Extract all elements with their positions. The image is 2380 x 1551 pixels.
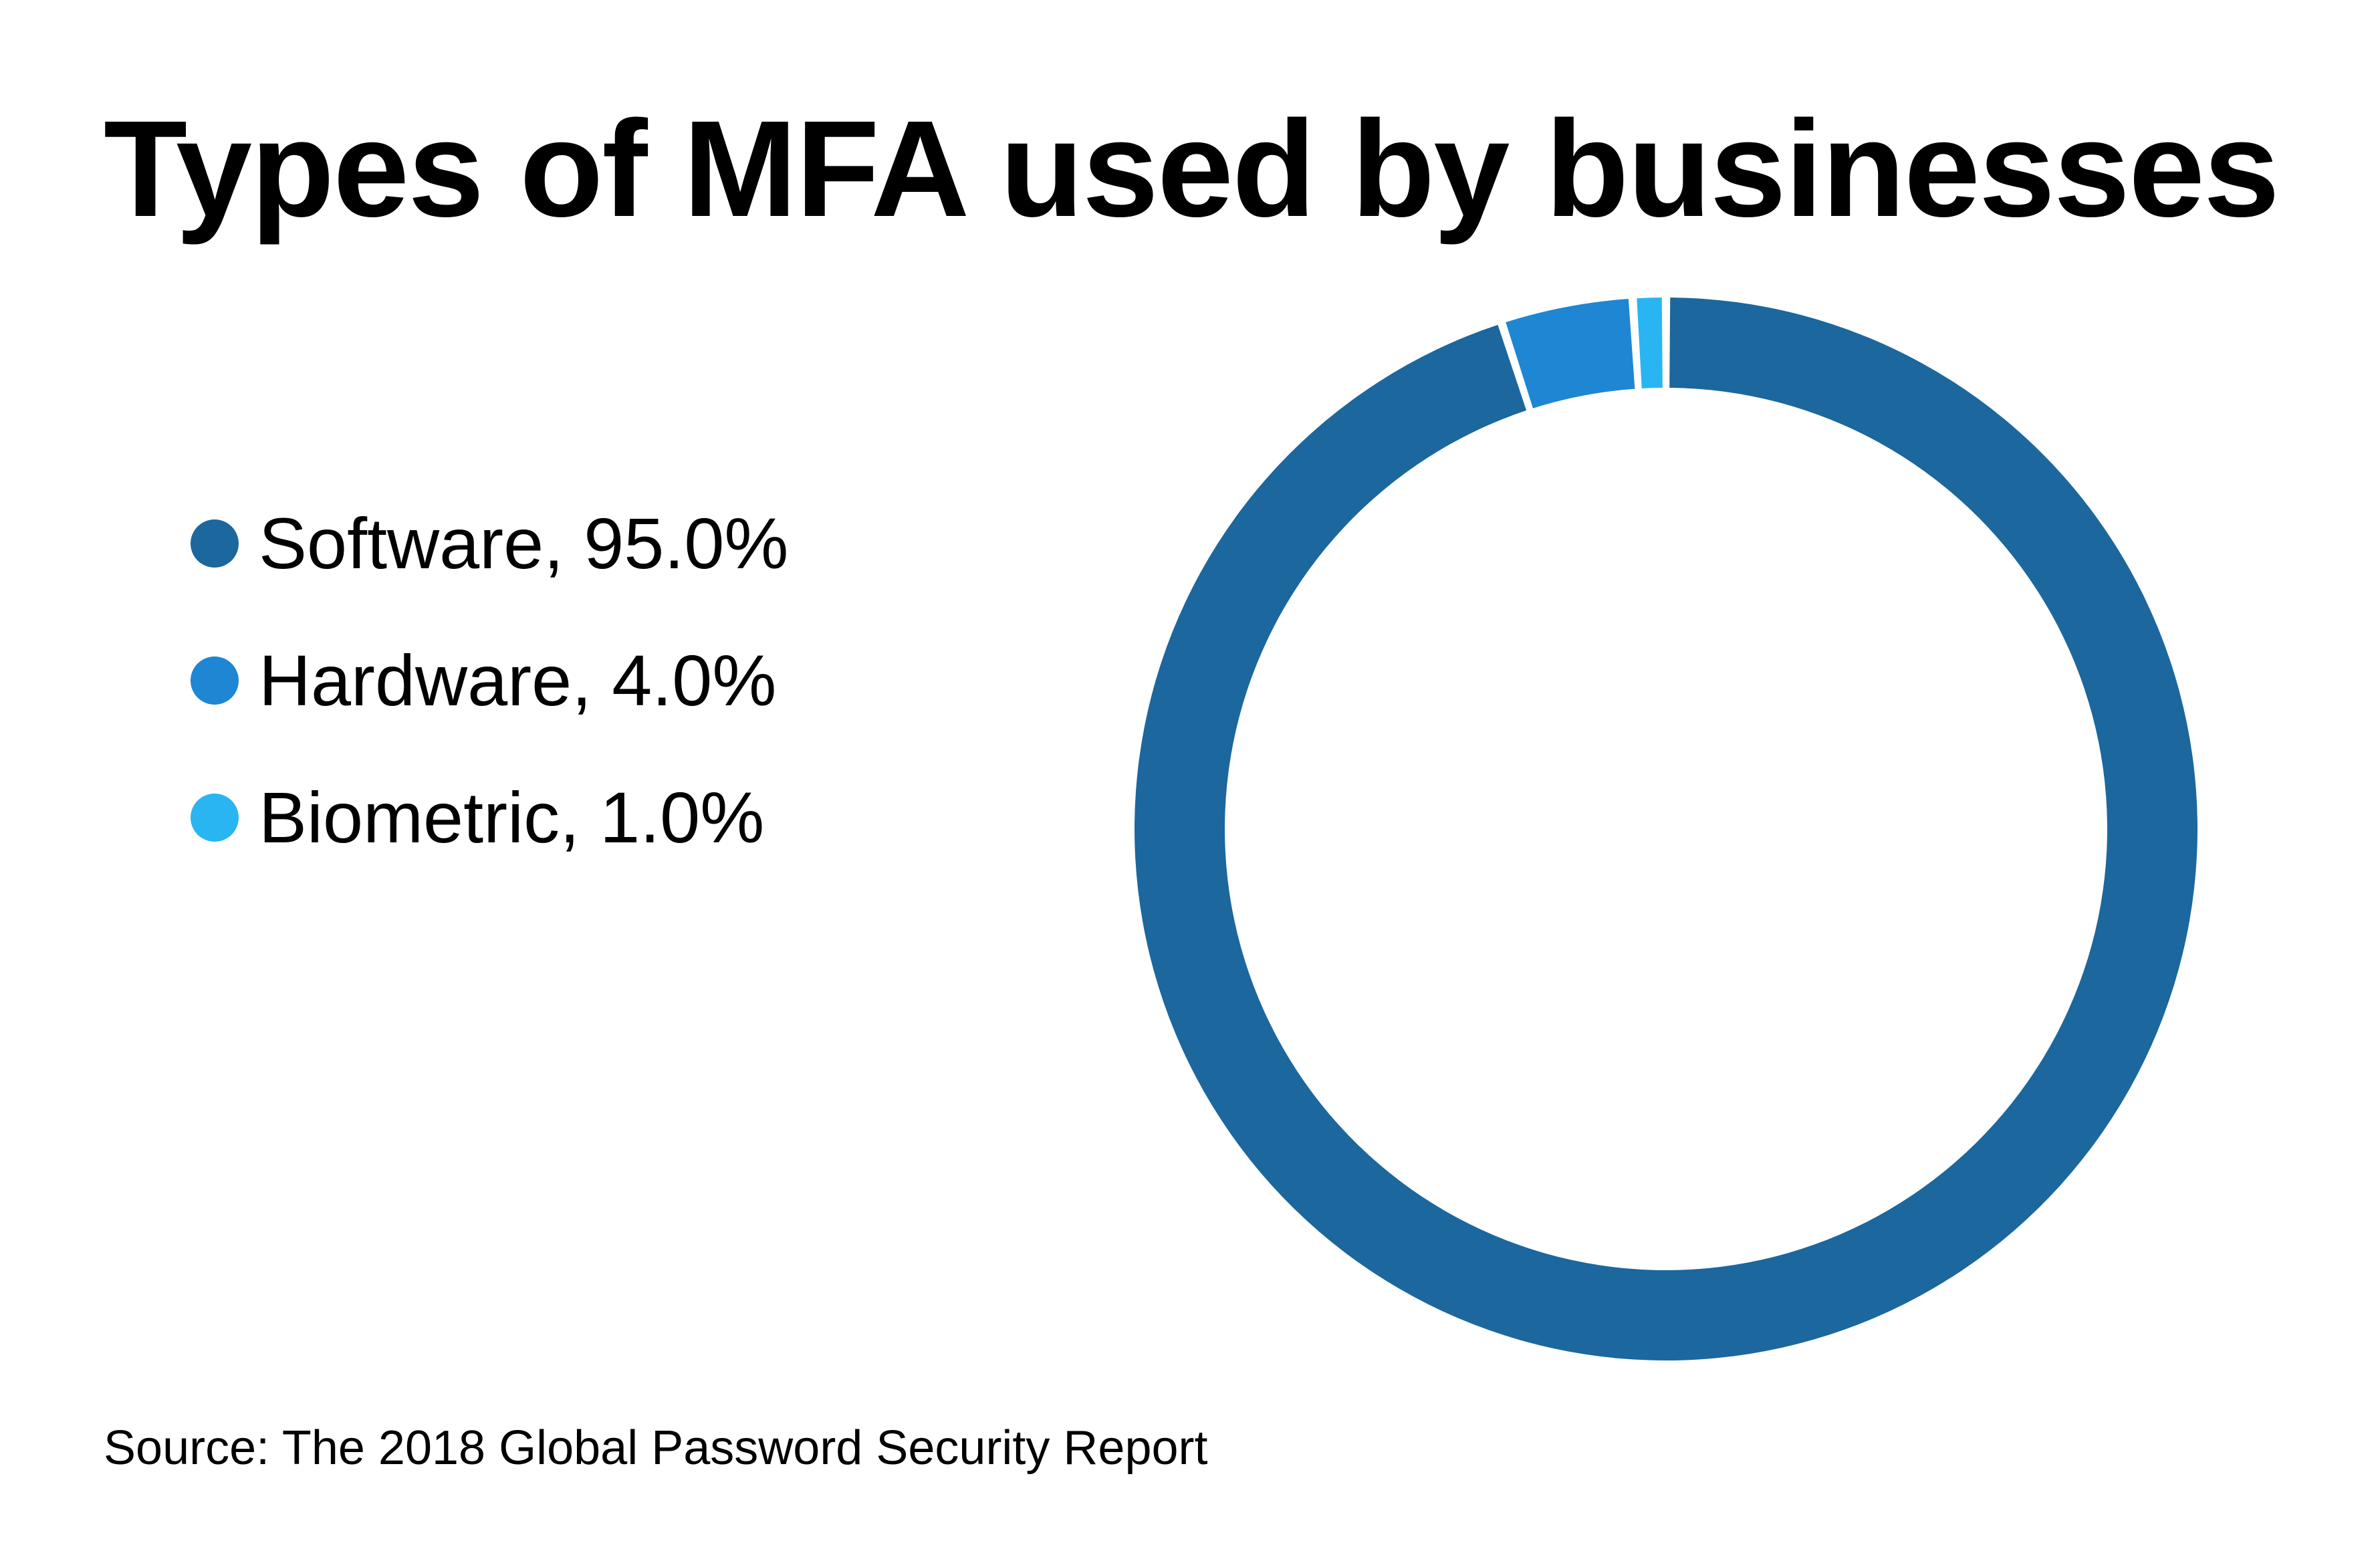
legend: Software, 95.0% Hardware, 4.0% Biometric… xyxy=(191,475,788,886)
donut-slice-hardware xyxy=(1506,298,1635,408)
legend-dot-biometric xyxy=(191,793,239,842)
legend-dot-software xyxy=(191,519,239,568)
donut-slice-software xyxy=(1135,297,2197,1360)
source-note: Source: The 2018 Global Password Securit… xyxy=(104,1421,1208,1475)
legend-label-biometric: Biometric, 1.0% xyxy=(259,776,765,858)
legend-item-hardware: Hardware, 4.0% xyxy=(191,612,788,749)
legend-item-biometric: Biometric, 1.0% xyxy=(191,749,788,886)
legend-label-software: Software, 95.0% xyxy=(259,502,789,584)
donut-slice-biometric xyxy=(1637,297,1663,388)
legend-label-hardware: Hardware, 4.0% xyxy=(259,639,777,721)
legend-item-software: Software, 95.0% xyxy=(191,475,788,612)
legend-dot-hardware xyxy=(191,656,239,705)
chart-title: Types of MFA used by businesses xyxy=(104,92,2280,245)
